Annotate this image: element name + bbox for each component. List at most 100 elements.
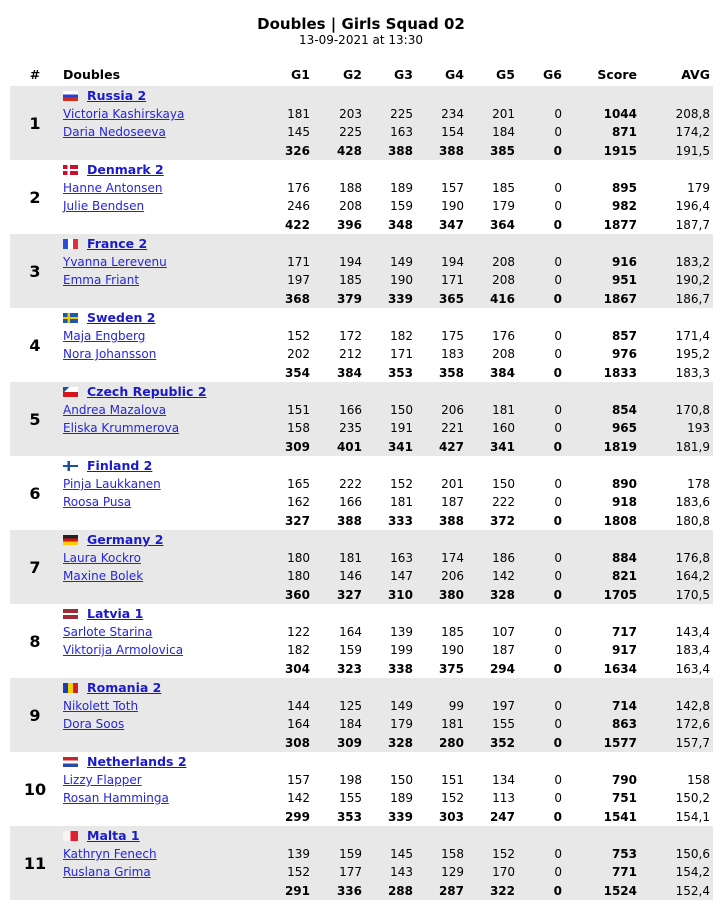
game-2-score: 172: [339, 329, 362, 343]
team-game-3-total: 339: [365, 289, 416, 308]
player-link[interactable]: Pinja Laukkanen: [63, 477, 161, 491]
player-link[interactable]: Sarlote Starina: [63, 625, 153, 639]
game-5-score: 208: [492, 347, 515, 361]
team-game-2-total: 396: [336, 217, 362, 232]
player-cell: Ruslana Grima: [60, 863, 260, 881]
team-game-3-total: 339: [387, 809, 413, 824]
team-total-row: 360 327 310 380 328 0 1705 170,5: [10, 585, 713, 604]
team-link[interactable]: Germany 2: [87, 532, 164, 547]
team-link[interactable]: Finland 2: [87, 458, 153, 473]
col-g6: G6: [543, 66, 562, 82]
game-2-score: 155: [339, 791, 362, 805]
team-game-2-total: 309: [313, 733, 365, 752]
results-table: # Doubles G1 G2 G3 G4 G5 G6 Score AVG 1 R…: [10, 62, 713, 900]
game-5-score: 185: [492, 181, 515, 195]
team-game-4-total: 427: [416, 437, 467, 456]
game-4-score: 187: [441, 495, 464, 509]
empty-cell: [60, 585, 260, 604]
game-2-score: 146: [313, 567, 365, 585]
team-average: 183,3: [675, 365, 710, 380]
team-row: 2 Denmark 2: [10, 160, 713, 207]
game-4-score: 190: [441, 643, 464, 657]
team-link[interactable]: Netherlands 2: [87, 754, 187, 769]
team-total-score: 1867: [565, 289, 640, 308]
team-link[interactable]: Denmark 2: [87, 162, 164, 177]
team-game-6-total: 0: [553, 513, 562, 528]
game-2-score: 212: [339, 347, 362, 361]
empty-cell: [60, 659, 260, 678]
team-game-1-total: 304: [284, 661, 310, 676]
player-link[interactable]: Laura Kockro: [63, 551, 141, 565]
player-link[interactable]: Dora Soos: [63, 717, 125, 731]
player-total-score: 771: [565, 863, 640, 881]
player-link[interactable]: Daria Nedoseeva: [63, 125, 166, 139]
player-link[interactable]: Hanne Antonsen: [63, 181, 163, 195]
player-link[interactable]: Julie Bendsen: [63, 199, 145, 213]
game-2-score: 208: [339, 199, 362, 213]
player-average: 178: [687, 477, 710, 491]
game-4-score: 206: [416, 567, 467, 585]
player-link[interactable]: Kathryn Fenech: [63, 847, 157, 861]
team-link[interactable]: France 2: [87, 236, 148, 251]
player-link[interactable]: Yvanna Lerevenu: [63, 255, 167, 269]
player-total-score: 854: [565, 401, 640, 419]
player-link[interactable]: Victoria Kashirskaya: [63, 107, 185, 121]
player-link[interactable]: Maja Engberg: [63, 329, 146, 343]
player-link[interactable]: Lizzy Flapper: [63, 773, 142, 787]
game-5-score: 176: [492, 329, 515, 343]
team-total-row: 327 388 333 388 372 0 1808 180,8: [10, 511, 713, 530]
team-game-2-total: 428: [313, 141, 365, 160]
team-game-1-total: 327: [284, 513, 310, 528]
player-average: 196,4: [675, 199, 710, 213]
player-cell: Sarlote Starina: [60, 623, 260, 641]
team-total-score: 1877: [603, 217, 637, 232]
player-link[interactable]: Nikolett Toth: [63, 699, 139, 713]
team-link[interactable]: Czech Republic 2: [87, 384, 207, 399]
col-avg: AVG: [681, 66, 710, 82]
player-total-score: 916: [565, 253, 640, 271]
france-flag-icon: [63, 239, 78, 249]
player-row: Roosa Pusa 162 166 181 187 222 0 918 183,6: [10, 493, 713, 511]
player-cell: Daria Nedoseeva: [60, 123, 260, 141]
team-game-2-total: 384: [336, 365, 362, 380]
team-average: 170,5: [640, 585, 713, 604]
player-cell: Dora Soos: [60, 715, 260, 733]
player-average: 183,6: [675, 495, 710, 509]
team-link[interactable]: Sweden 2: [87, 310, 156, 325]
team-link[interactable]: Malta 1: [87, 828, 140, 843]
player-link[interactable]: Viktorija Armolovica: [63, 643, 184, 657]
page-header: Doubles | Girls Squad 02 13-09-2021 at 1…: [0, 0, 722, 48]
player-link[interactable]: Roosa Pusa: [63, 495, 132, 509]
player-row: Pinja Laukkanen 165 222 152 201 150 0 890 178: [10, 475, 713, 493]
game-6-score: 0: [554, 477, 562, 491]
player-link[interactable]: Andrea Mazalova: [63, 403, 167, 417]
team-link[interactable]: Latvia 1: [87, 606, 144, 621]
player-link[interactable]: Rosan Hamminga: [63, 791, 169, 805]
game-2-score: 181: [313, 549, 365, 567]
game-3-score: 150: [365, 401, 416, 419]
player-link[interactable]: Ruslana Grima: [63, 865, 151, 879]
game-6-score: 0: [554, 791, 562, 805]
game-6-score: 0: [554, 329, 562, 343]
game-1-score: 202: [287, 347, 310, 361]
player-cell: Julie Bendsen: [60, 197, 260, 215]
team-game-6-total: 0: [553, 217, 562, 232]
team-link[interactable]: Romania 2: [87, 680, 162, 695]
game-1-score: 145: [260, 123, 313, 141]
team-game-2-total: 353: [336, 809, 362, 824]
player-link[interactable]: Maxine Bolek: [63, 569, 144, 583]
player-cell: Viktorija Armolovica: [60, 641, 260, 659]
game-4-score: 201: [441, 477, 464, 491]
team-game-4-total: 375: [438, 661, 464, 676]
game-3-score: 163: [365, 549, 416, 567]
team-game-6-total: 0: [518, 733, 565, 752]
game-3-score: 189: [390, 791, 413, 805]
team-game-2-total: 388: [336, 513, 362, 528]
player-link[interactable]: Eliska Krummerova: [63, 421, 180, 435]
player-link[interactable]: Emma Friant: [63, 273, 140, 287]
col-g3: G3: [394, 66, 413, 82]
team-game-3-total: 353: [387, 365, 413, 380]
player-link[interactable]: Nora Johansson: [63, 347, 157, 361]
team-link[interactable]: Russia 2: [87, 88, 147, 103]
col-score: Score: [597, 66, 637, 82]
